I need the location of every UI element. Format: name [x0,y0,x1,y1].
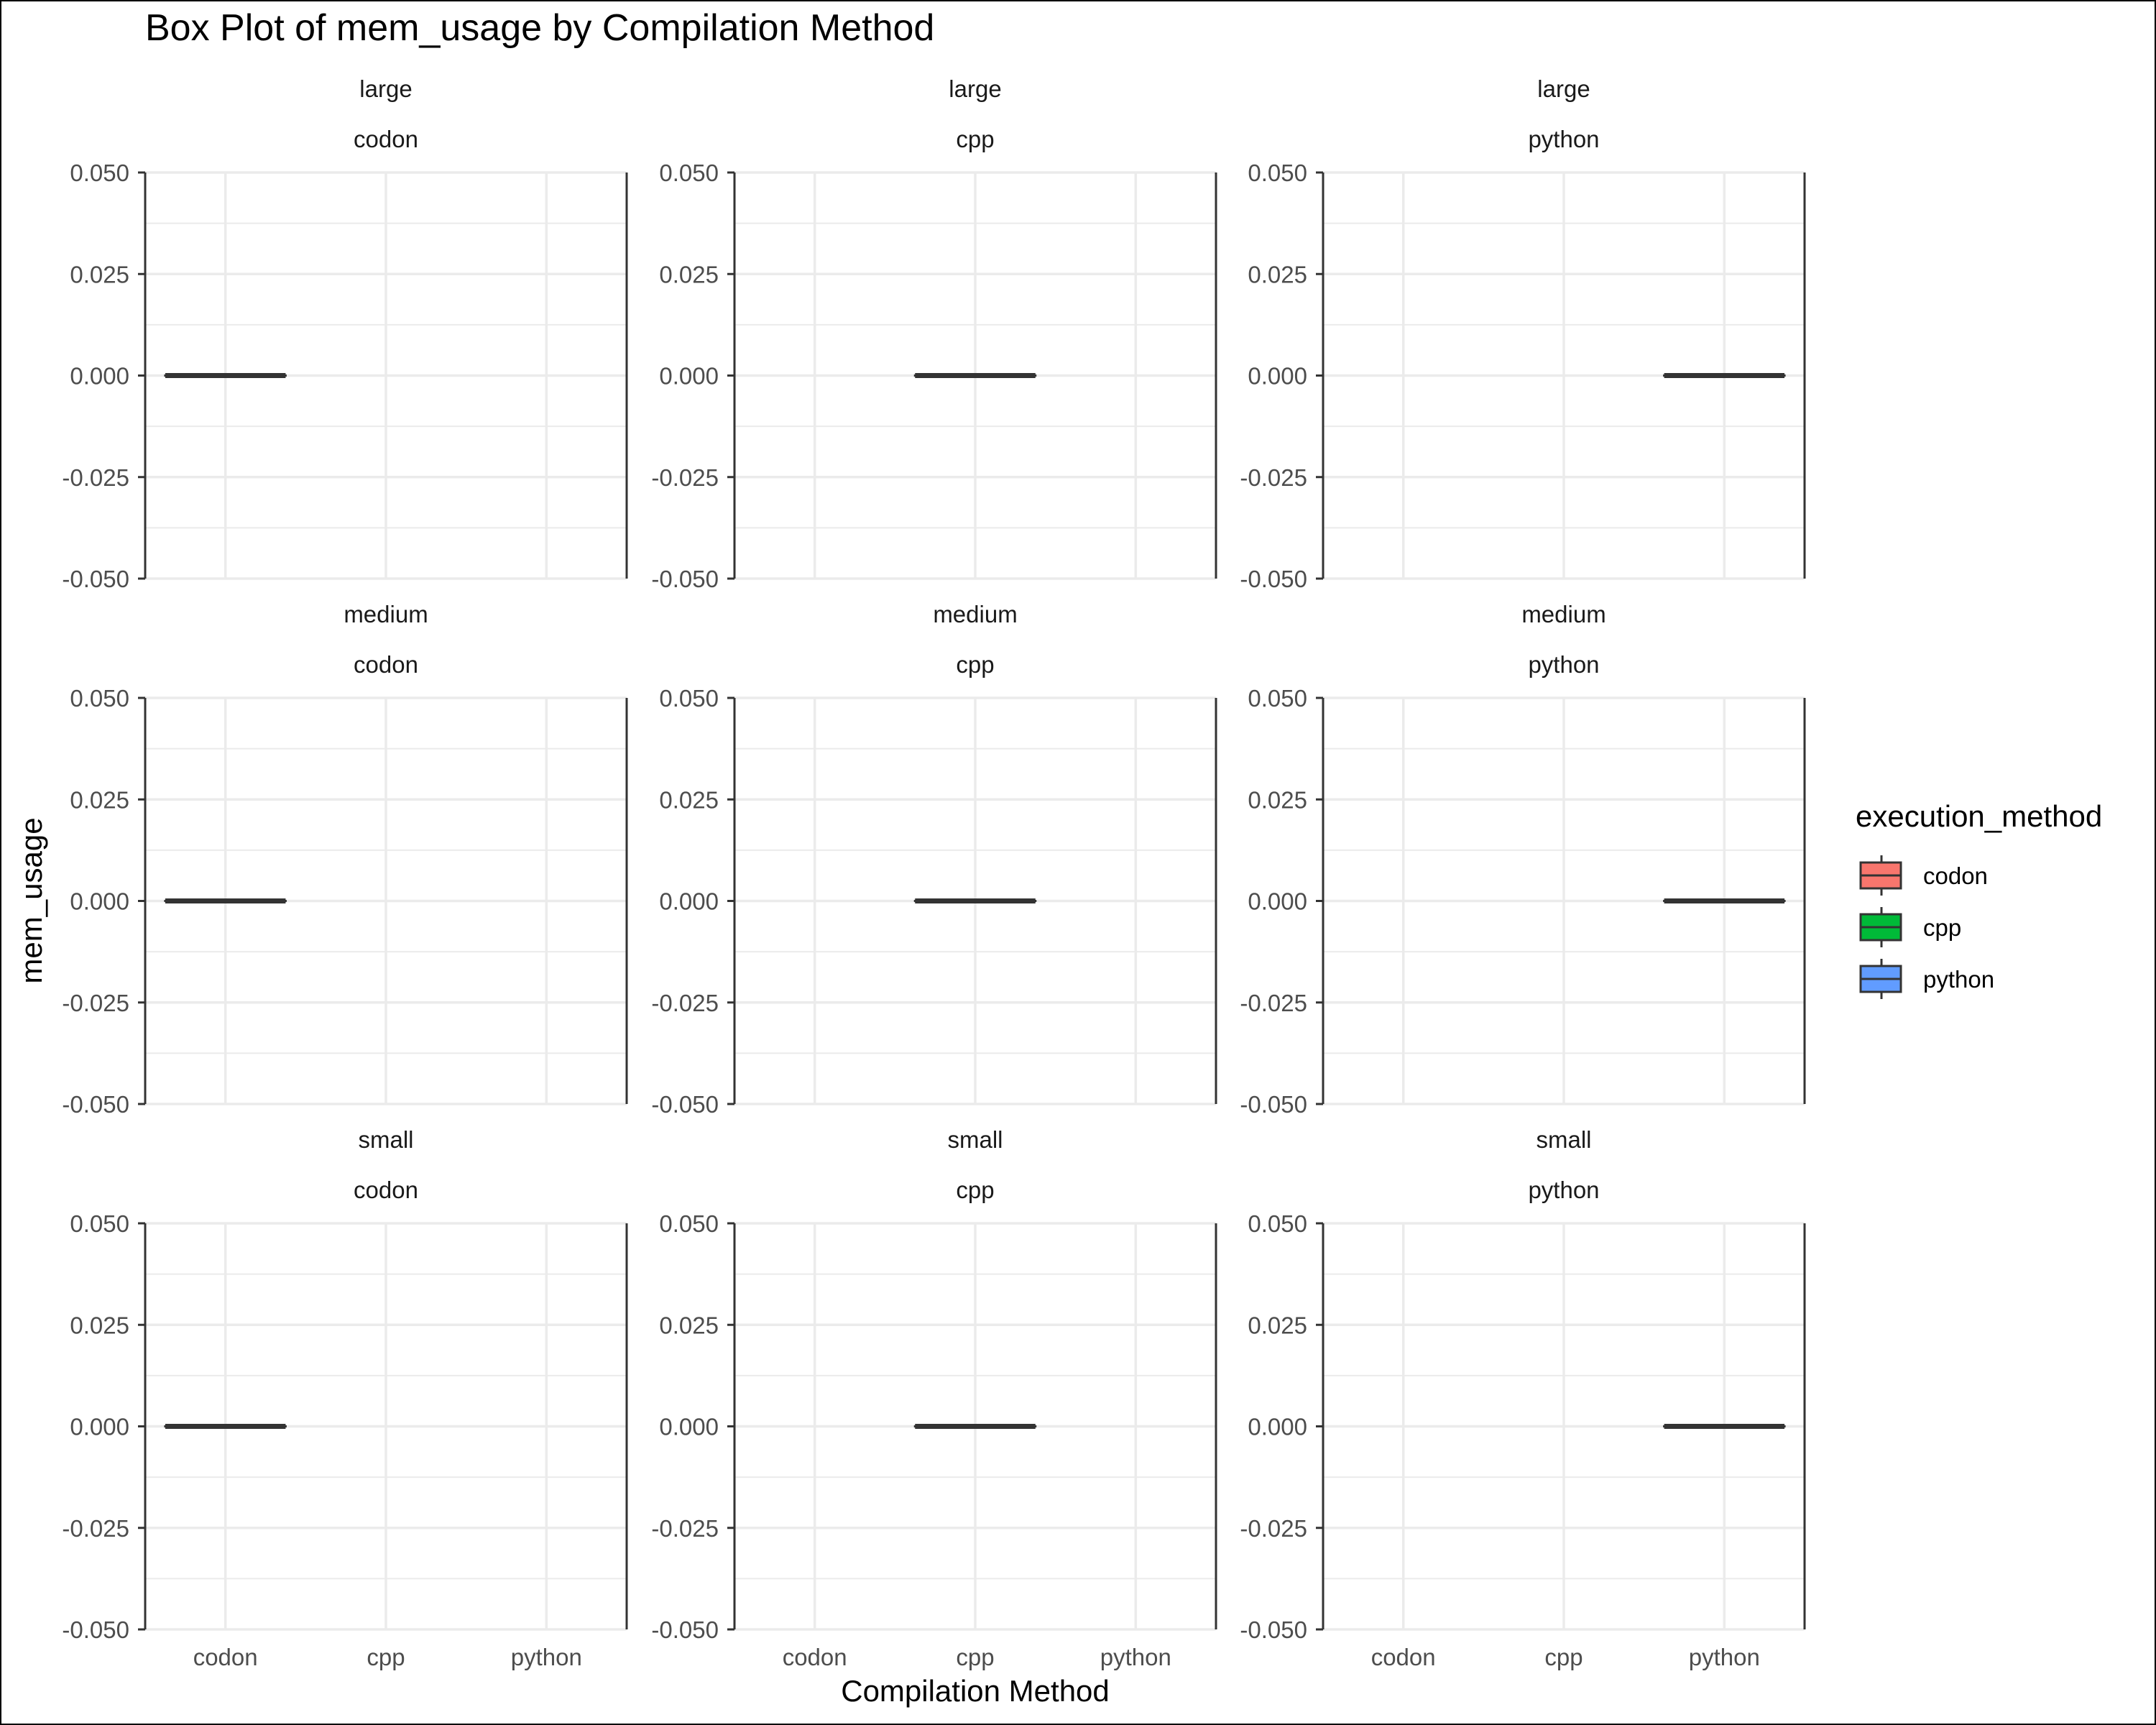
y-tick-label: 0.000 [70,363,129,390]
y-tick-label: 0.025 [1248,261,1307,288]
facet-strip-col: codon [354,651,418,678]
facet-strip-row: large [949,75,1001,102]
x-tick-label: cpp [367,1644,405,1670]
facet-strip-row: small [947,1126,1003,1153]
x-tick-label: cpp [956,1644,994,1670]
y-tick-label: 0.025 [659,261,719,288]
y-tick-label: -0.025 [1240,1515,1307,1542]
y-tick-label: -0.025 [62,464,129,491]
x-tick-label: codon [1371,1644,1436,1670]
facet-panel: -0.050 -0.025 0.000 0.025 0.050 large cpp [651,75,1217,592]
y-tick-label: -0.025 [62,1515,129,1542]
y-tick-label: 0.000 [1248,888,1307,915]
facet-strip-col: python [1528,651,1599,678]
y-tick-label: 0.050 [70,160,129,186]
chart-title: Box Plot of mem_usage by Compilation Met… [145,7,934,49]
x-tick-label: codon [783,1644,847,1670]
facet-strip-row: large [359,75,412,102]
legend-key: codon [1859,855,1988,896]
legend-label: python [1923,966,1994,993]
y-tick-label: 0.025 [1248,1312,1307,1338]
y-tick-label: 0.000 [1248,363,1307,390]
y-tick-label: 0.050 [70,685,129,712]
y-tick-label: 0.000 [70,888,129,915]
legend-label: cpp [1923,914,1961,941]
y-tick-label: 0.025 [70,786,129,813]
y-tick-label: 0.000 [659,363,719,390]
legend-key: python [1859,959,1994,999]
facet-strip-row: small [358,1126,413,1153]
y-axis-title: mem_usage [14,817,48,983]
y-tick-label: 0.025 [1248,786,1307,813]
facet-strip-col: cpp [956,1177,994,1203]
facet-strip-row: medium [344,601,428,627]
y-tick-label: -0.050 [62,1091,129,1118]
y-tick-label: 0.025 [659,786,719,813]
facet-strip-col: python [1528,126,1599,152]
facet-panel: -0.050 -0.025 0.000 0.025 0.050 medium python [1240,601,1806,1118]
facet-panel: -0.050 -0.025 0.000 0.025 0.050 medium cpp [651,601,1217,1118]
facet-strip-col: python [1528,1177,1599,1203]
y-tick-label: -0.025 [62,990,129,1016]
facet-strip-row: medium [1521,601,1606,627]
x-tick-label: python [511,1644,582,1670]
y-tick-label: -0.025 [1240,990,1307,1016]
x-tick-label: cpp [1544,1644,1583,1670]
y-tick-label: -0.050 [1240,566,1307,592]
facet-panels: -0.050-0.0250.0000.0250.050largecodon-0.… [62,75,1806,1670]
y-tick-label: 0.050 [1248,1210,1307,1237]
y-tick-label: -0.025 [651,464,719,491]
y-tick-label: 0.050 [70,1210,129,1237]
x-tick-label: python [1100,1644,1171,1670]
facet-panel: -0.050 -0.025 0.000 0.025 0.050 large python [1240,75,1806,592]
y-tick-label: -0.050 [651,566,719,592]
y-tick-label: 0.000 [70,1414,129,1440]
y-tick-label: -0.050 [651,1616,719,1643]
facet-strip-col: cpp [956,126,994,152]
facet-strip-col: cpp [956,651,994,678]
facet-panel: -0.050 -0.025 0.000 0.025 0.050 codon cpp pytho… [651,1126,1217,1670]
y-tick-label: 0.050 [659,160,719,186]
facet-strip-col: codon [354,126,418,152]
facet-strip-row: large [1537,75,1590,102]
y-tick-label: -0.025 [1240,464,1307,491]
y-tick-label: -0.050 [651,1091,719,1118]
y-tick-label: -0.050 [1240,1616,1307,1643]
y-tick-label: -0.025 [651,1515,719,1542]
y-tick-label: 0.050 [659,1210,719,1237]
legend: execution_method codon cpp python [1856,799,2102,999]
x-tick-label: python [1689,1644,1760,1670]
y-tick-label: 0.000 [659,1414,719,1440]
y-tick-label: -0.050 [1240,1091,1307,1118]
y-tick-label: 0.000 [659,888,719,915]
y-tick-label: 0.025 [659,1312,719,1338]
y-tick-label: -0.050 [62,1616,129,1643]
facet-strip-row: medium [933,601,1017,627]
y-tick-label: -0.050 [62,566,129,592]
facet-panel: -0.050 -0.025 0.000 0.025 0.050 medium codon [62,601,628,1118]
y-tick-label: 0.050 [1248,685,1307,712]
legend-title: execution_method [1856,799,2102,833]
y-tick-label: 0.025 [70,1312,129,1338]
y-tick-label: 0.000 [1248,1414,1307,1440]
x-tick-label: codon [193,1644,258,1670]
facet-panel: -0.050 -0.025 0.000 0.025 0.050 codon cpp pytho… [1240,1126,1806,1670]
facet-panel: -0.050 -0.025 0.000 0.025 0.050 codon cpp pytho… [62,1126,628,1670]
legend-key: cpp [1859,907,1961,947]
y-tick-label: -0.025 [651,990,719,1016]
facet-strip-row: small [1536,1126,1591,1153]
facet-panel: -0.050 -0.025 0.000 0.025 0.050 large codon [62,75,628,592]
y-tick-label: 0.050 [659,685,719,712]
y-tick-label: 0.025 [70,261,129,288]
y-tick-label: 0.050 [1248,160,1307,186]
x-axis-title: Compilation Method [841,1674,1110,1708]
facet-strip-col: codon [354,1177,418,1203]
legend-label: codon [1923,862,1988,889]
